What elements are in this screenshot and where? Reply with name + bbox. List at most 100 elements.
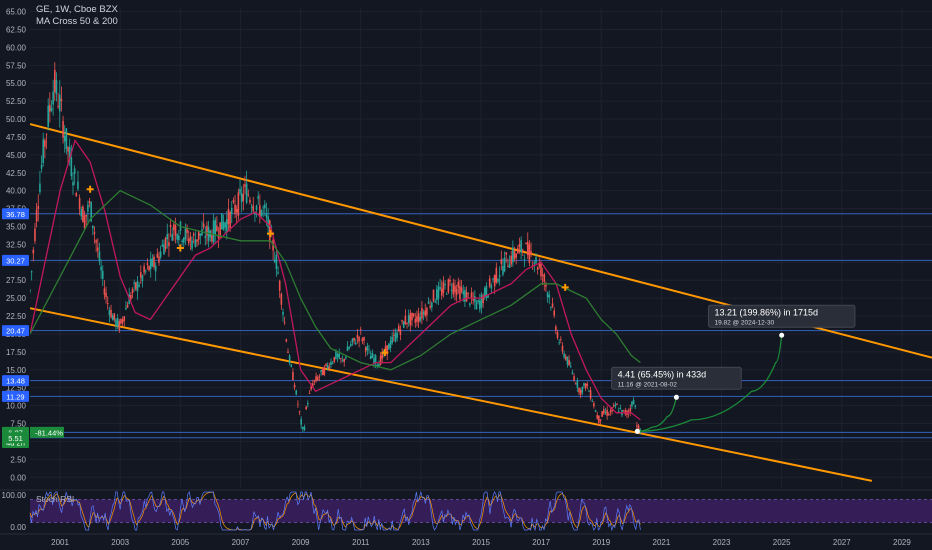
candle-body: [287, 351, 289, 354]
annotation-box[interactable]: [611, 366, 742, 390]
candle-body: [100, 266, 102, 271]
annotations[interactable]: 4.41 (65.45%) in 433d 11.16 @ 2021-08-02 1…: [611, 304, 856, 390]
candle-body: [174, 225, 177, 236]
candle-body: [148, 265, 150, 271]
candle-body: [35, 209, 38, 222]
candle-body: [348, 347, 350, 349]
candle-body: [604, 412, 607, 413]
candle-body: [310, 386, 312, 390]
candle-body: [260, 210, 263, 216]
pct-change-label: -81.44%: [35, 428, 63, 437]
y-axis-background: [0, 0, 30, 550]
candle-body: [72, 181, 74, 186]
candle-body: [495, 267, 498, 283]
annotation-box[interactable]: [707, 304, 856, 328]
ma-50-line: [29, 139, 641, 421]
candle-body: [591, 400, 594, 402]
candle-body: [321, 367, 324, 376]
candle-body: [432, 290, 435, 302]
candle-body: [439, 286, 441, 290]
candle-body: [399, 329, 402, 335]
projection-curve[interactable]: [637, 335, 783, 433]
candle-body: [196, 239, 198, 242]
candle-body: [454, 285, 456, 293]
candle-body: [336, 354, 339, 357]
candle-body: [47, 105, 49, 127]
x-tick-label: 2007: [232, 538, 250, 547]
horizontal-lines[interactable]: [30, 213, 932, 439]
candle-body: [364, 347, 367, 352]
candle-body: [116, 318, 119, 327]
candle-body: [498, 275, 501, 277]
candle-body: [164, 237, 167, 249]
candle-body: [374, 355, 377, 364]
channel-line[interactable]: [29, 307, 873, 482]
candle-body: [574, 383, 577, 385]
candle-body: [136, 281, 139, 292]
x-tick-label: 2015: [472, 538, 490, 547]
y-tick-label: 50.00: [6, 115, 27, 124]
candle-body: [351, 338, 354, 343]
candle-body: [146, 263, 149, 265]
candle-body: [472, 299, 474, 301]
candle-body: [427, 301, 430, 304]
candle-body: [62, 120, 64, 138]
projection-curves[interactable]: [634, 332, 785, 434]
chart-title: GE, 1W, Cboe BZX: [36, 4, 118, 15]
candle-body: [37, 205, 40, 210]
candle-body: [444, 283, 446, 286]
candle-body: [606, 409, 608, 416]
candle-body: [277, 272, 279, 274]
candle-body: [39, 183, 41, 193]
candle-body: [518, 244, 521, 248]
candle-body: [361, 338, 364, 342]
candle-body: [397, 325, 400, 332]
cross-markers: [86, 185, 569, 357]
candle-body: [224, 222, 226, 228]
candle-body: [326, 365, 329, 369]
candle-body: [32, 249, 35, 254]
y-tick-label: 25.00: [6, 294, 27, 303]
candle-body: [316, 376, 319, 381]
candle-body: [144, 270, 147, 272]
candle-body: [477, 300, 479, 303]
candle-body: [411, 312, 413, 321]
x-tick-label: 2009: [292, 538, 310, 547]
y-tick-label: 52.50: [6, 97, 27, 106]
candle-body: [52, 91, 54, 105]
candle-body: [629, 408, 632, 412]
candle-body: [252, 205, 255, 212]
candle-body: [502, 266, 504, 275]
candle-body: [485, 285, 488, 298]
x-tick-label: 2003: [111, 538, 129, 547]
candle-body: [229, 211, 231, 229]
candle-body: [80, 209, 83, 217]
candle-body: [381, 351, 384, 359]
candle-body: [44, 140, 46, 147]
candle-body: [417, 313, 420, 323]
y-tick-label: 42.50: [6, 169, 27, 178]
candle-body: [67, 147, 69, 152]
stoch-k-line: [29, 490, 641, 532]
candle-body: [130, 294, 132, 300]
projection-curve[interactable]: [637, 397, 678, 433]
candle-body: [493, 274, 496, 287]
candle-body: [503, 257, 506, 272]
candle-body: [619, 407, 622, 410]
candle-body: [576, 380, 579, 388]
candle-body: [131, 289, 134, 294]
candle-body: [166, 234, 169, 240]
y-tick-label: 65.00: [6, 8, 27, 17]
candle-body: [563, 353, 565, 358]
candle-body: [402, 321, 405, 328]
candle-body: [73, 168, 76, 175]
candle-body: [181, 240, 183, 242]
ma-cross-marker: [381, 349, 389, 357]
candle-body: [295, 390, 298, 395]
candle-body: [171, 234, 174, 241]
candle-body: [566, 356, 569, 365]
candle-body: [78, 198, 81, 210]
candle-body: [139, 272, 142, 278]
candle-body: [517, 247, 519, 254]
